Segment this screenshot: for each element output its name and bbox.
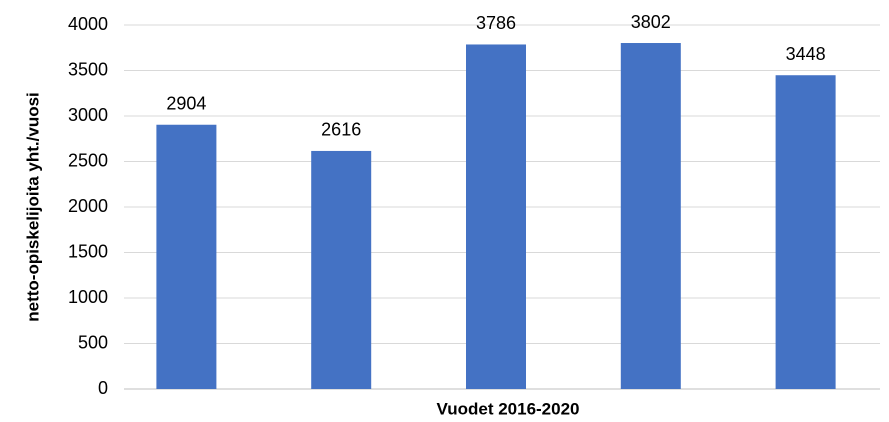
data-label: 3448 — [786, 44, 826, 64]
y-tick-label: 0 — [98, 378, 108, 398]
y-tick-label: 1000 — [68, 287, 108, 307]
data-label: 3786 — [476, 13, 516, 33]
y-tick-label: 3000 — [68, 105, 108, 125]
bar — [156, 124, 217, 390]
y-tick-label: 500 — [78, 332, 108, 352]
data-label: 2904 — [166, 93, 206, 113]
y-tick-label: 2500 — [68, 150, 108, 170]
y-tick-label: 3500 — [68, 59, 108, 79]
data-label: 2616 — [321, 120, 361, 140]
x-axis-title: Vuodet 2016-2020 — [437, 399, 580, 418]
data-label: 3802 — [631, 12, 671, 32]
y-tick-label: 1500 — [68, 241, 108, 261]
bar — [466, 44, 526, 389]
y-tick-label: 2000 — [68, 196, 108, 216]
bar — [775, 75, 836, 390]
y-axis-title: netto-opiskelijoita yht./vuosi — [23, 92, 42, 322]
bar — [620, 43, 681, 389]
bar — [311, 150, 372, 389]
y-tick-label: 4000 — [68, 14, 108, 34]
